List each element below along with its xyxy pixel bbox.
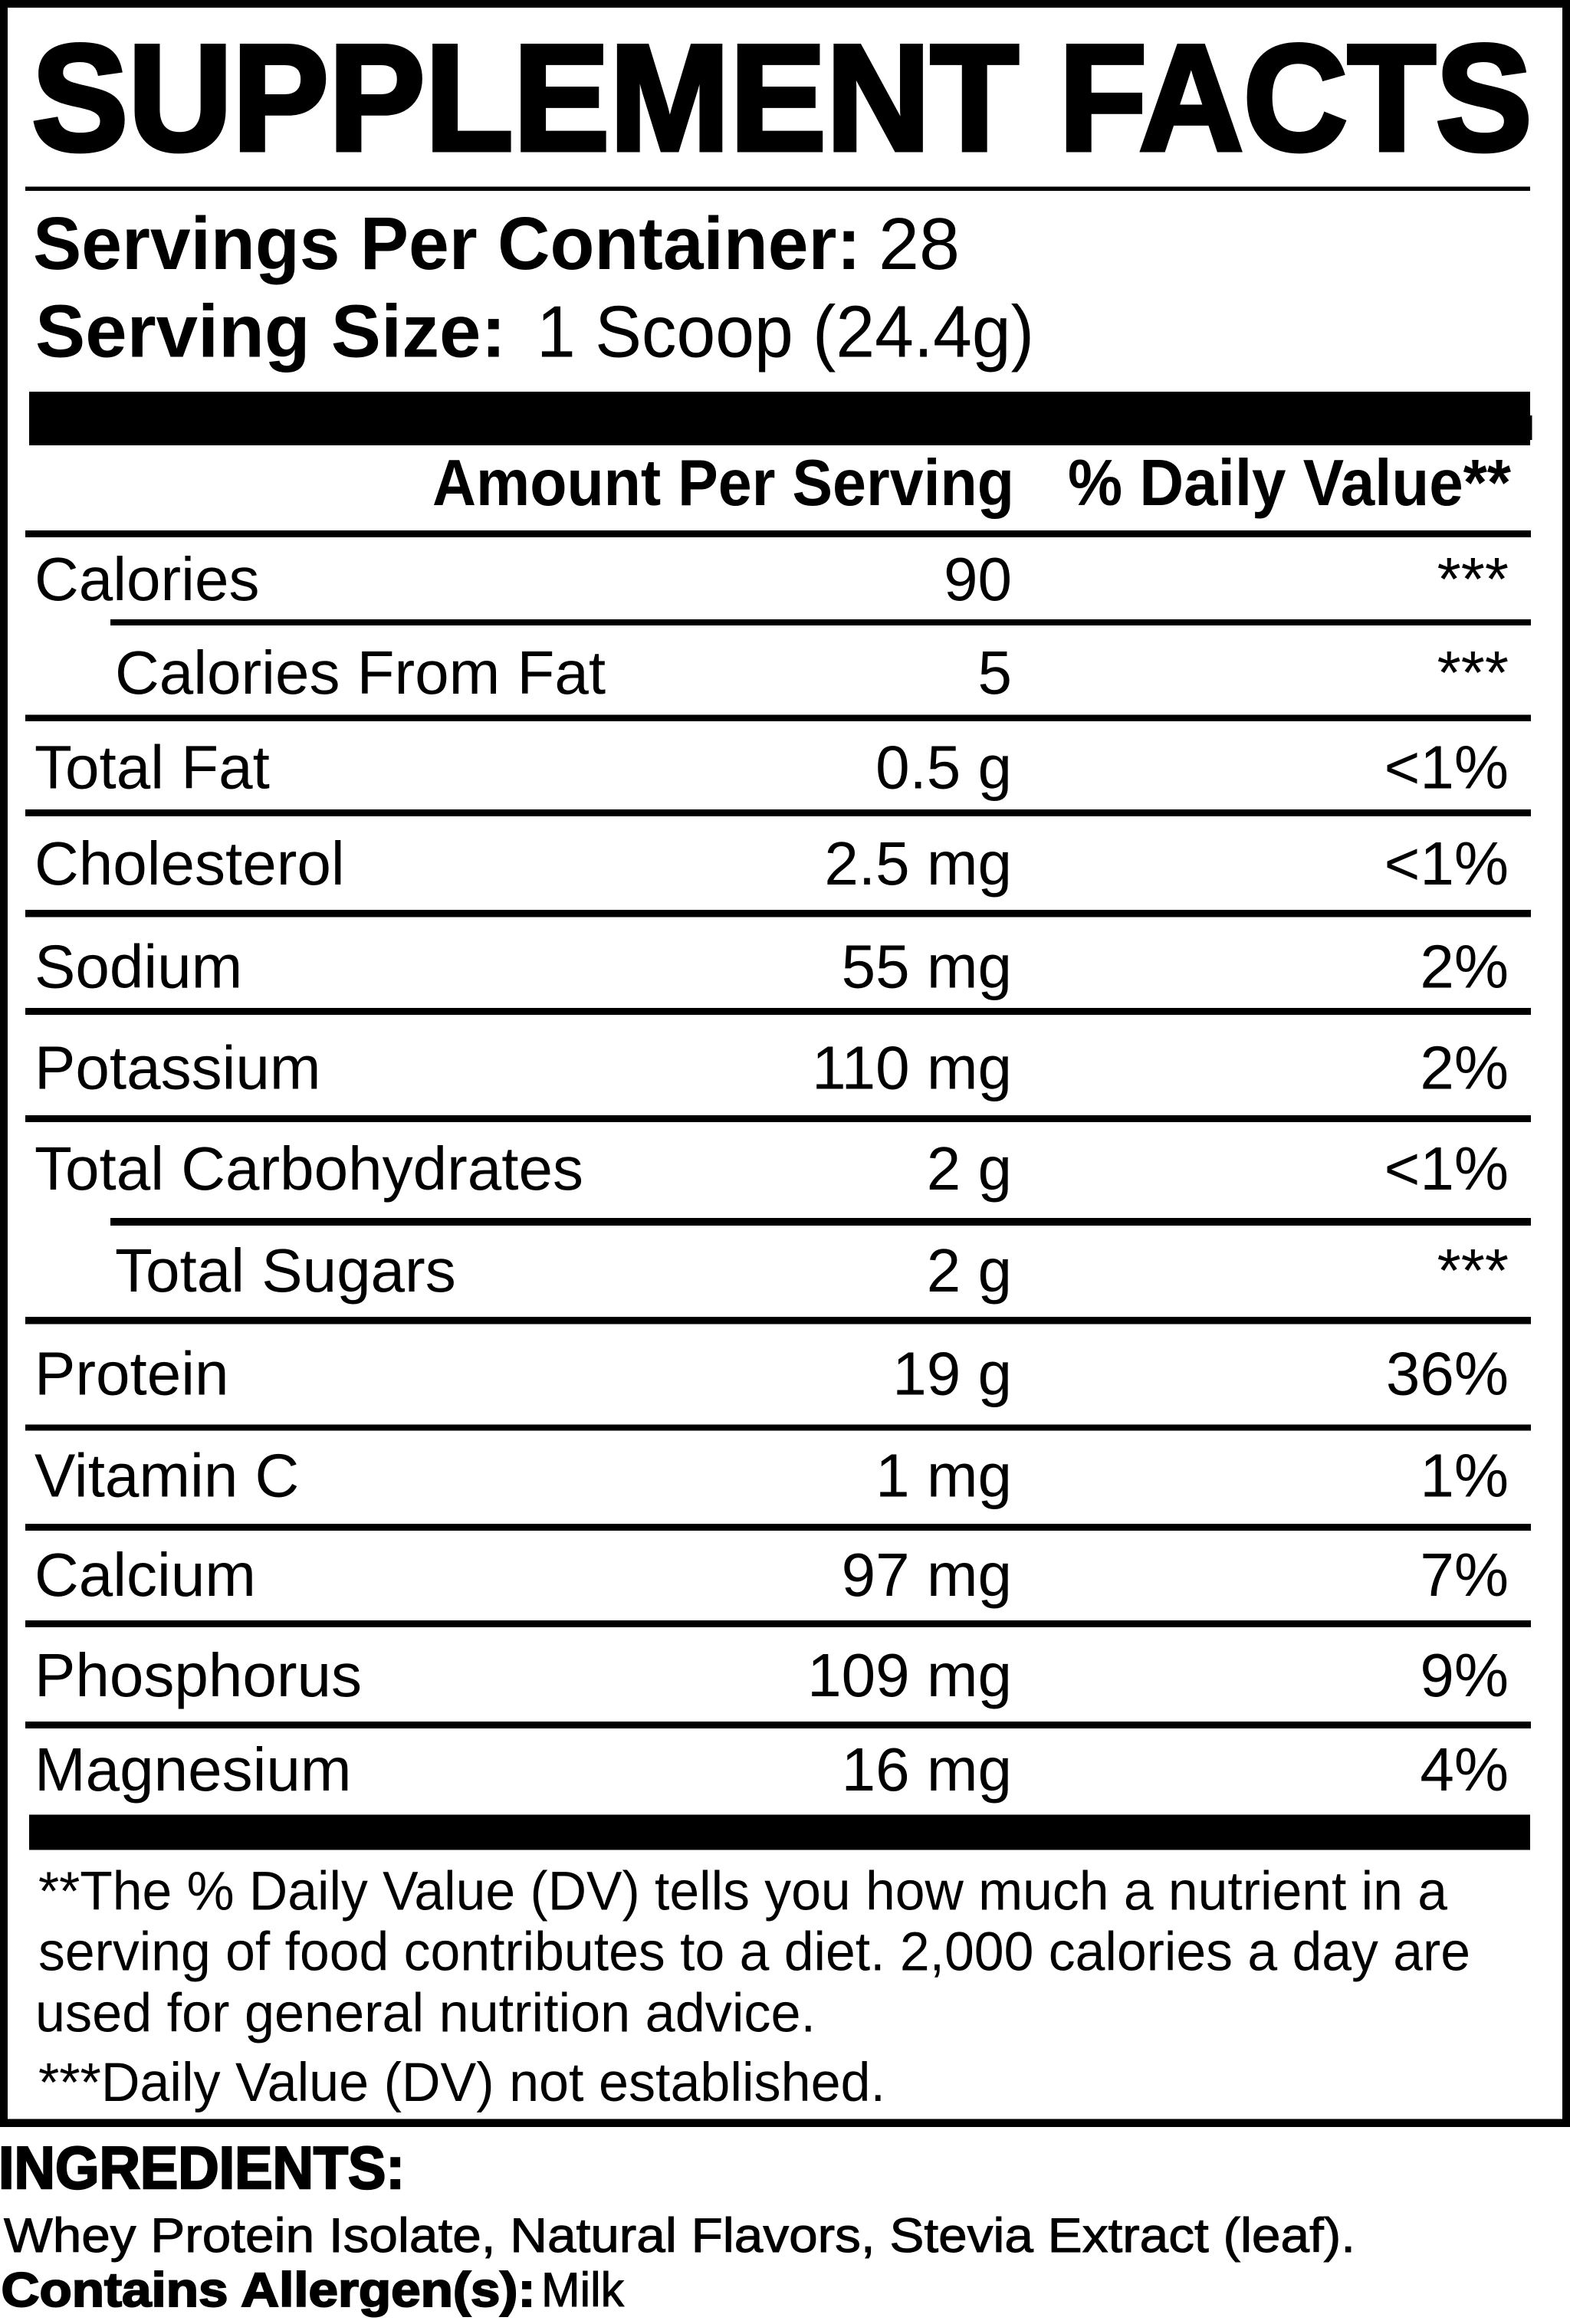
svg-text:7%: 7% (1420, 1541, 1509, 1609)
svg-text:Calories: Calories (34, 545, 259, 613)
svg-text:Cholesterol: Cholesterol (34, 829, 345, 898)
svg-text:**The % Daily Value (DV) tells: **The % Daily Value (DV) tells you how m… (38, 1862, 1447, 1922)
svg-text:5: 5 (978, 638, 1013, 707)
svg-text:1 mg: 1 mg (875, 1442, 1012, 1510)
svg-text:2.5 mg: 2.5 mg (824, 829, 1012, 898)
svg-text:<1%: <1% (1384, 734, 1509, 802)
svg-text:***Daily Value (DV) not establ: ***Daily Value (DV) not established. (38, 2053, 885, 2113)
svg-text:Total Carbohydrates: Total Carbohydrates (34, 1134, 583, 1203)
svg-text:16 mg: 16 mg (842, 1735, 1012, 1804)
svg-text:<1%: <1% (1384, 829, 1509, 898)
svg-text:Potassium: Potassium (34, 1034, 320, 1102)
svg-text:***: *** (1437, 638, 1509, 707)
svg-text:Amount Per Serving: Amount Per Serving (432, 447, 1014, 520)
svg-text:Sodium: Sodium (34, 933, 242, 1001)
svg-text:serving of food contributes to: serving of food contributes to a diet. 2… (38, 1922, 1470, 1982)
svg-text:Serving Size:: Serving Size: (35, 290, 506, 373)
svg-text:90: 90 (944, 545, 1012, 613)
svg-text:2 g: 2 g (927, 1134, 1012, 1203)
svg-text:Whey Protein Isolate, Natural: Whey Protein Isolate, Natural Flavors, S… (4, 2209, 1355, 2263)
svg-text:Vitamin C: Vitamin C (34, 1442, 299, 1510)
svg-text:28: 28 (879, 203, 960, 285)
svg-text:1 Scoop (24.4g): 1 Scoop (24.4g) (537, 291, 1034, 373)
svg-text:Calories From Fat: Calories From Fat (115, 638, 606, 707)
svg-text:Total Fat: Total Fat (34, 734, 270, 802)
svg-text:2%: 2% (1420, 933, 1509, 1001)
svg-text:Total Sugars: Total Sugars (115, 1236, 456, 1305)
svg-text:9%: 9% (1420, 1641, 1509, 1709)
svg-text:% Daily Value**: % Daily Value** (1068, 447, 1511, 520)
svg-text:Magnesium: Magnesium (34, 1735, 352, 1804)
svg-text:55 mg: 55 mg (842, 933, 1012, 1001)
svg-text:Servings Per Container:: Servings Per Container: (33, 202, 861, 285)
svg-text:Phosphorus: Phosphorus (34, 1641, 362, 1709)
svg-text:***: *** (1437, 545, 1509, 613)
svg-text:19 g: 19 g (892, 1340, 1012, 1408)
svg-text:2 g: 2 g (927, 1236, 1012, 1305)
svg-text:110 mg: 110 mg (812, 1034, 1012, 1102)
svg-text:<1%: <1% (1384, 1134, 1509, 1203)
svg-text:4%: 4% (1420, 1735, 1509, 1804)
svg-text:Milk: Milk (541, 2263, 624, 2317)
svg-text:Contains Allergen(s):: Contains Allergen(s): (2, 2263, 536, 2317)
svg-text:109 mg: 109 mg (807, 1641, 1012, 1709)
svg-text:36%: 36% (1386, 1340, 1509, 1408)
svg-text:0.5 g: 0.5 g (875, 734, 1012, 802)
svg-text:1%: 1% (1420, 1442, 1509, 1510)
svg-text:used for general nutrition adv: used for general nutrition advice. (35, 1983, 816, 2043)
svg-text:***: *** (1437, 1236, 1509, 1305)
svg-text:INGREDIENTS:: INGREDIENTS: (0, 2134, 405, 2201)
svg-text:Protein: Protein (34, 1340, 228, 1408)
svg-text:SUPPLEMENT FACTS: SUPPLEMENT FACTS (32, 14, 1532, 182)
svg-text:Calcium: Calcium (34, 1541, 256, 1609)
svg-text:97 mg: 97 mg (842, 1541, 1012, 1609)
svg-text:2%: 2% (1420, 1034, 1509, 1102)
